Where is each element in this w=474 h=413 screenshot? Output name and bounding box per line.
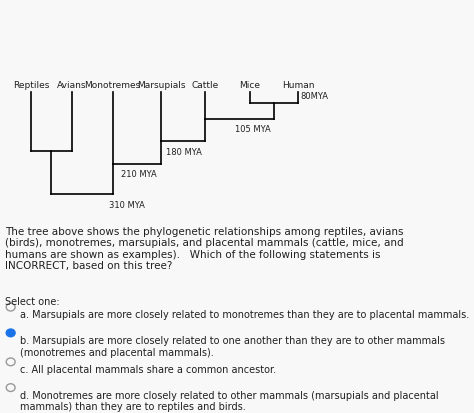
Text: Reptiles: Reptiles bbox=[13, 81, 49, 90]
Text: a. Marsupials are more closely related to monotremes than they are to placental : a. Marsupials are more closely related t… bbox=[20, 310, 469, 320]
Text: Human: Human bbox=[282, 81, 314, 90]
Text: Select one:: Select one: bbox=[5, 297, 60, 308]
Text: d. Monotremes are more closely related to other mammals (marsupials and placenta: d. Monotremes are more closely related t… bbox=[20, 391, 438, 413]
Text: The tree above shows the phylogenetic relationships among reptiles, avians
(bird: The tree above shows the phylogenetic re… bbox=[5, 227, 404, 271]
Circle shape bbox=[6, 329, 15, 337]
Text: Mice: Mice bbox=[239, 81, 260, 90]
Text: 80MYA: 80MYA bbox=[300, 92, 328, 101]
Text: 310 MYA: 310 MYA bbox=[109, 201, 145, 210]
Text: Monotremes: Monotremes bbox=[84, 81, 141, 90]
Text: 210 MYA: 210 MYA bbox=[121, 170, 157, 179]
Text: Marsupials: Marsupials bbox=[137, 81, 185, 90]
Text: c. All placental mammals share a common ancestor.: c. All placental mammals share a common … bbox=[20, 365, 276, 375]
Text: Cattle: Cattle bbox=[192, 81, 219, 90]
Text: 180 MYA: 180 MYA bbox=[166, 148, 202, 157]
Text: b. Marsupials are more closely related to one another than they are to other mam: b. Marsupials are more closely related t… bbox=[20, 336, 445, 358]
Text: Avians: Avians bbox=[57, 81, 87, 90]
Text: 105 MYA: 105 MYA bbox=[235, 125, 270, 134]
